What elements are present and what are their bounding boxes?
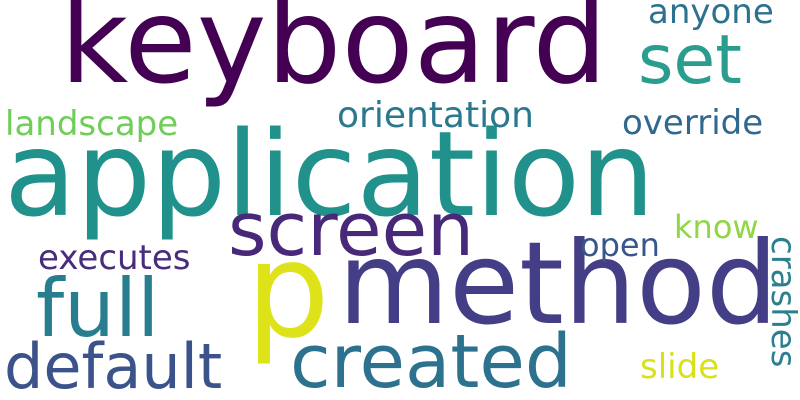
- word-application: application: [4, 105, 655, 243]
- word-executes: executes: [38, 238, 191, 278]
- word-know: know: [674, 208, 759, 246]
- word-method: method: [338, 217, 779, 350]
- word-set: set: [638, 21, 742, 100]
- word-open: open: [580, 226, 660, 264]
- word-keyboard: keyboard: [60, 0, 608, 110]
- word-default: default: [4, 330, 223, 400]
- word-full: full: [36, 262, 160, 355]
- word-created: created: [290, 319, 572, 400]
- word-override: override: [622, 103, 764, 143]
- word-anyone: anyone: [648, 0, 774, 32]
- word-orientation: orientation: [337, 95, 534, 136]
- word-screen: screen: [228, 187, 474, 273]
- word-p: p: [246, 214, 330, 368]
- word-slide: slide: [640, 347, 720, 387]
- word-landscape: landscape: [5, 104, 179, 144]
- word-crashes: crashes: [763, 236, 800, 368]
